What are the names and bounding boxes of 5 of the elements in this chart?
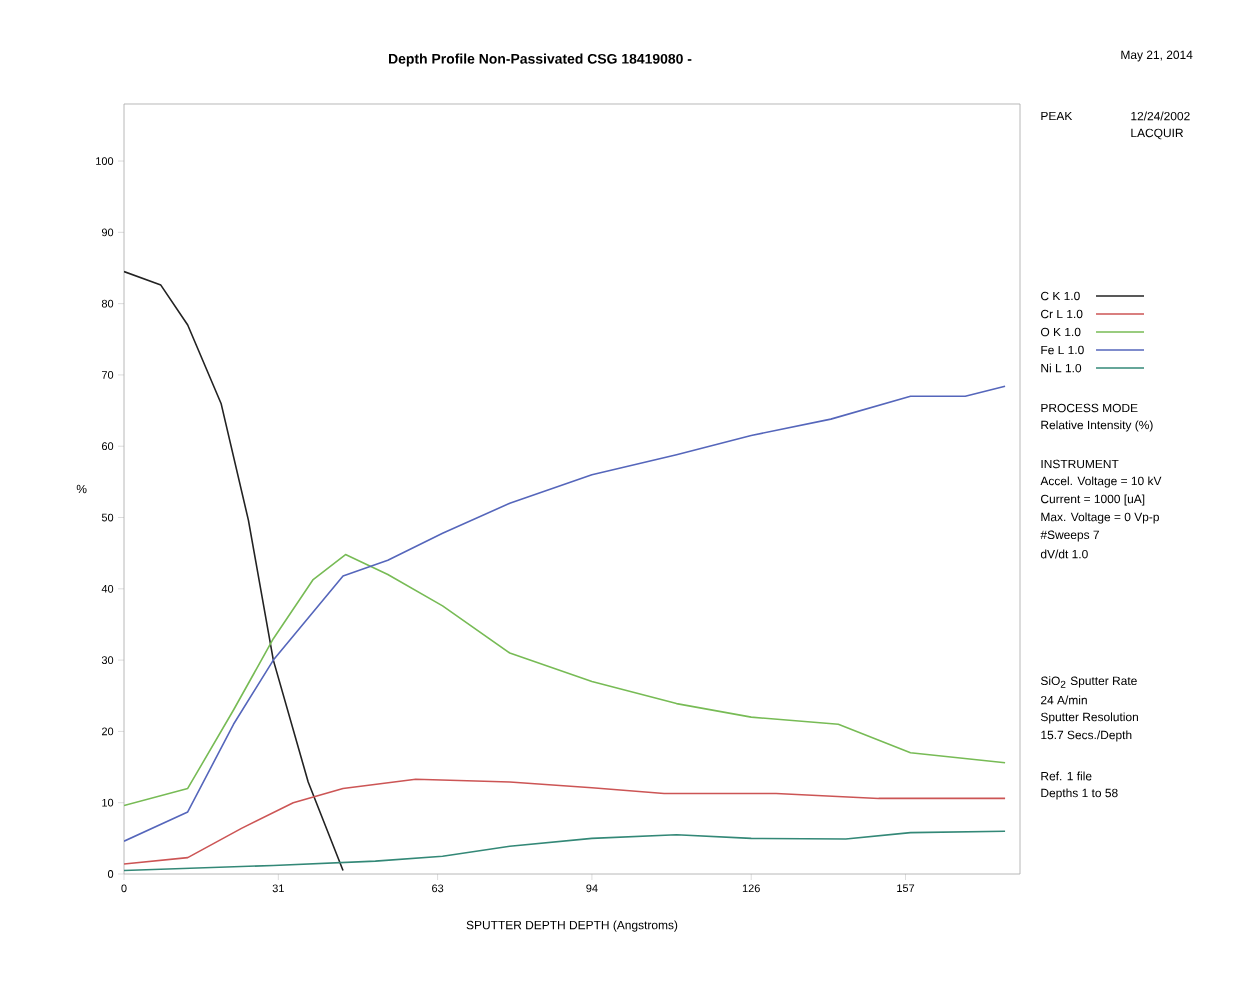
- line-series: [124, 778, 1006, 865]
- line-series: [124, 270, 344, 872]
- line-series: [124, 830, 1006, 872]
- line-series: [124, 385, 1006, 842]
- line-series: [124, 553, 1006, 807]
